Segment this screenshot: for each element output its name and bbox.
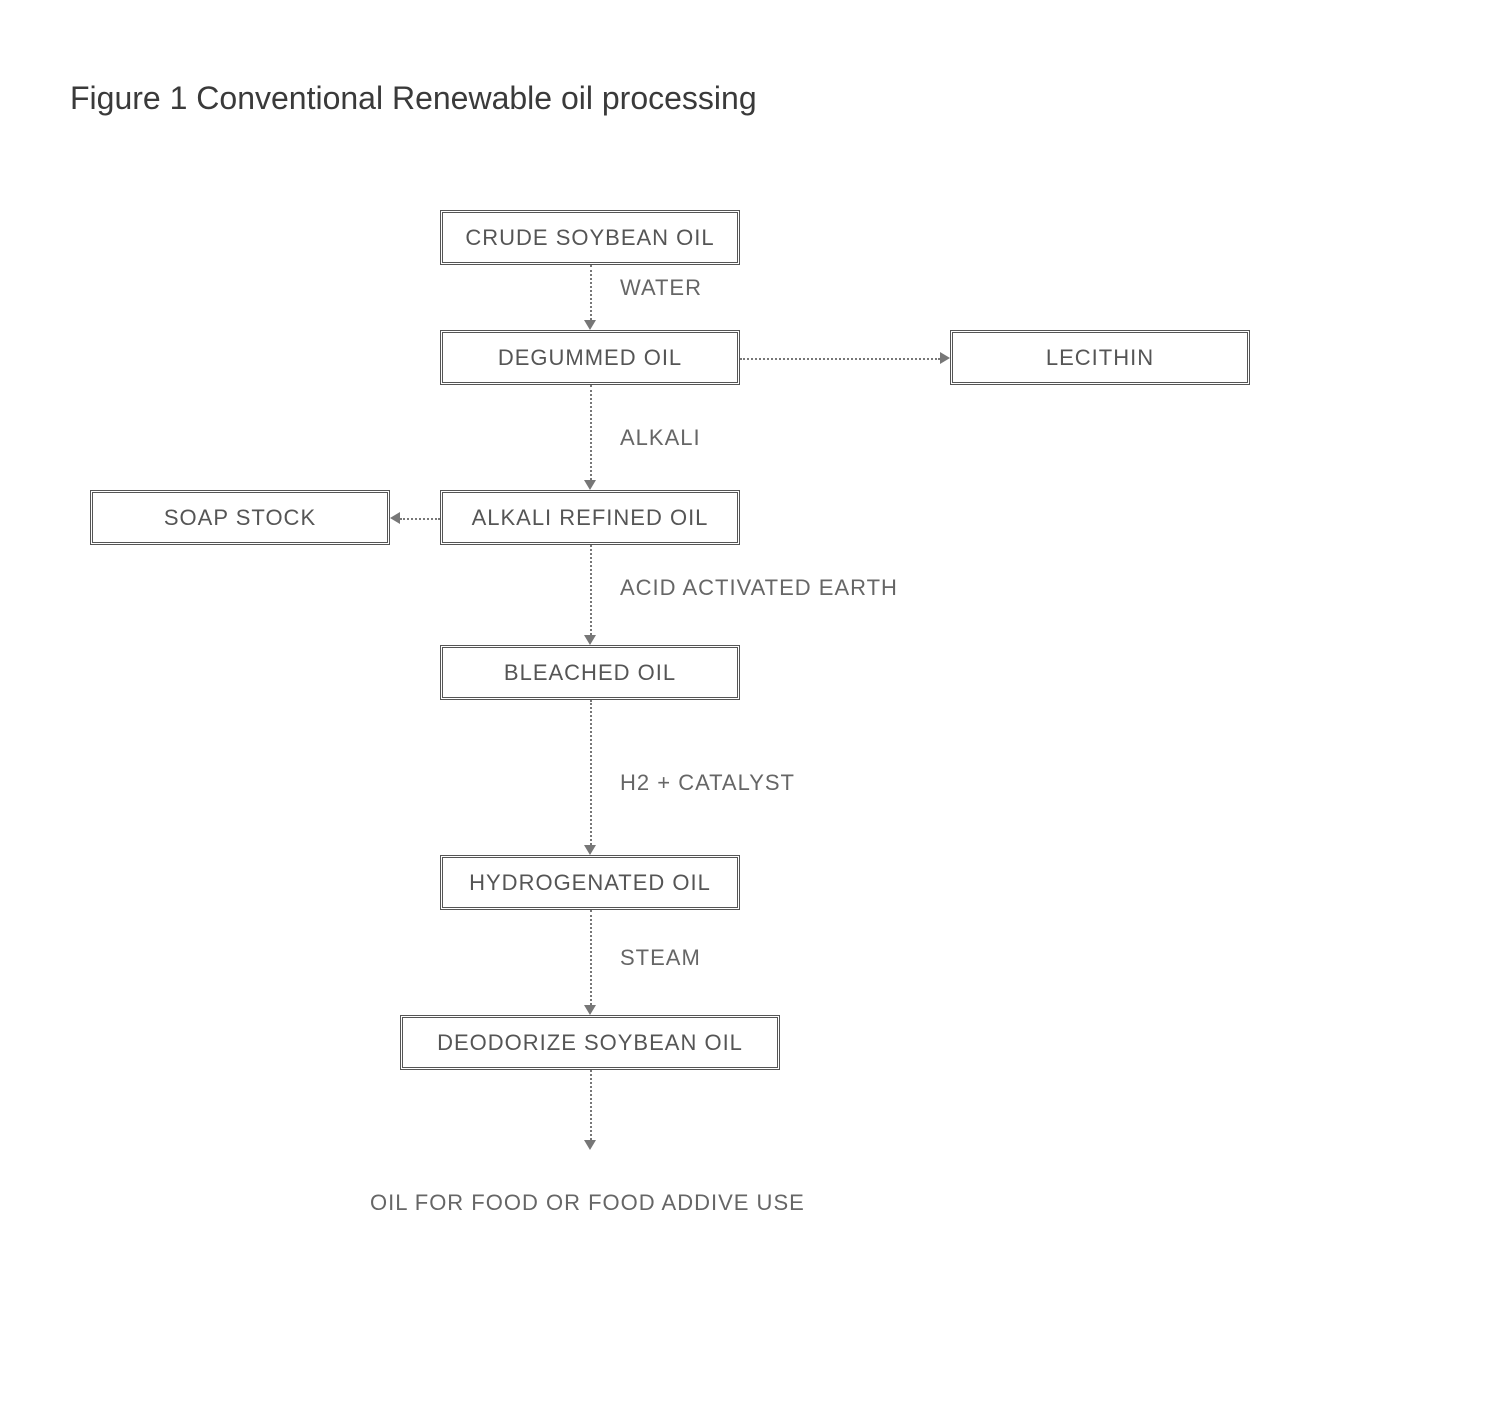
edge [590,385,592,480]
node-bleached: BLEACHED OIL [440,645,740,700]
edge [590,265,592,320]
arrowhead [584,1005,596,1015]
node-degummed: DEGUMMED OIL [440,330,740,385]
edge-label: WATER [620,275,702,301]
flowchart-canvas: CRUDE SOYBEAN OIL DEGUMMED OIL LECITHIN ALK… [0,0,1506,1408]
edge [400,518,440,520]
edge-label: H2 + CATALYST [620,770,795,796]
edge-label: STEAM [620,945,701,971]
node-deodorize: DEODORIZE SOYBEAN OIL [400,1015,780,1070]
output-label: OIL FOR FOOD OR FOOD ADDIVE USE [370,1190,805,1216]
edge [740,358,940,360]
node-crude: CRUDE SOYBEAN OIL [440,210,740,265]
edge [590,910,592,1005]
edge-label: ACID ACTIVATED EARTH [620,575,898,601]
arrowhead [940,352,950,364]
terminal-edge [590,1070,592,1140]
arrowhead [584,635,596,645]
node-soap: SOAP STOCK [90,490,390,545]
edge [590,700,592,845]
node-alkali: ALKALI REFINED OIL [440,490,740,545]
arrowhead [584,845,596,855]
arrowhead [584,480,596,490]
arrowhead [584,1140,596,1150]
node-lecithin: LECITHIN [950,330,1250,385]
edge [590,545,592,635]
edge-label: ALKALI [620,425,701,451]
arrowhead [390,512,400,524]
node-hydro: HYDROGENATED OIL [440,855,740,910]
arrowhead [584,320,596,330]
